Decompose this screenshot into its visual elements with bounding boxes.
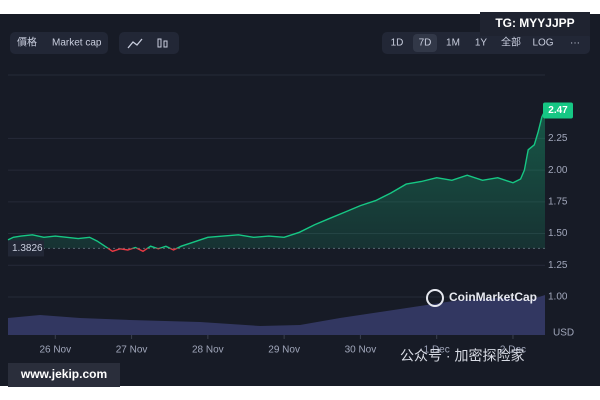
baseline-label: 1.3826 <box>12 243 43 254</box>
range-option[interactable]: LOG <box>532 38 553 49</box>
price-line <box>7 110 546 249</box>
range-active <box>413 34 437 52</box>
tg-label: TG: MYYJJPP <box>495 16 574 30</box>
price-area <box>8 110 545 249</box>
baseline-box <box>8 240 44 257</box>
wechat-watermark: 公众号 · 加密探险家 <box>400 348 524 364</box>
y-unit: USD <box>553 328 574 339</box>
candle-icon[interactable] <box>163 40 168 48</box>
x-tick-label: 30 Nov <box>345 345 377 356</box>
range-option[interactable]: ··· <box>570 38 580 49</box>
x-tick-label: 28 Nov <box>192 345 224 356</box>
y-tick-label: 2.00 <box>548 165 568 176</box>
range-option[interactable]: 1Y <box>475 38 488 49</box>
x-tick-label: 2 Dec <box>500 345 526 356</box>
volume-area <box>8 295 545 335</box>
y-tick-label: 2.25 <box>548 133 568 144</box>
range-option[interactable]: 1M <box>446 38 460 49</box>
style-toggle[interactable] <box>119 32 179 54</box>
x-tick-label: 29 Nov <box>268 345 300 356</box>
x-tick-label: 26 Nov <box>39 345 71 356</box>
range-option[interactable]: 全部 <box>501 36 521 49</box>
site-label: www.jekip.com <box>20 367 107 381</box>
toolbar: 價格 Market cap 1D 7D 1M 1Y 全部 LOG ··· <box>10 32 590 54</box>
x-tick-label: 1 Dec <box>424 345 450 356</box>
candle-icon[interactable] <box>157 38 162 48</box>
y-tick-label: 1.50 <box>548 228 568 239</box>
range-option[interactable]: 1D <box>391 38 404 49</box>
last-price-label: 2.47 <box>548 105 568 116</box>
tg-box <box>480 12 590 36</box>
price-toggle[interactable] <box>10 32 108 54</box>
y-tick-label: 1.00 <box>548 292 568 303</box>
x-tick-label: 27 Nov <box>116 345 148 356</box>
range-option[interactable]: 7D <box>419 38 432 49</box>
site-box <box>8 363 120 387</box>
price-option[interactable]: 價格 <box>17 36 37 49</box>
brand-logo <box>426 289 444 307</box>
brand-watermark: CoinMarketCap <box>449 290 537 304</box>
plot: 1.00 1.25 1.50 1.75 2.00 2.25 26 Nov 27 Nov 28 N… <box>7 74 574 356</box>
y-tick-label: 1.75 <box>548 196 568 207</box>
line-icon[interactable] <box>127 38 143 49</box>
price-option[interactable]: Market cap <box>52 38 102 49</box>
y-tick-label: 1.25 <box>548 260 568 271</box>
last-price-box <box>543 102 573 119</box>
